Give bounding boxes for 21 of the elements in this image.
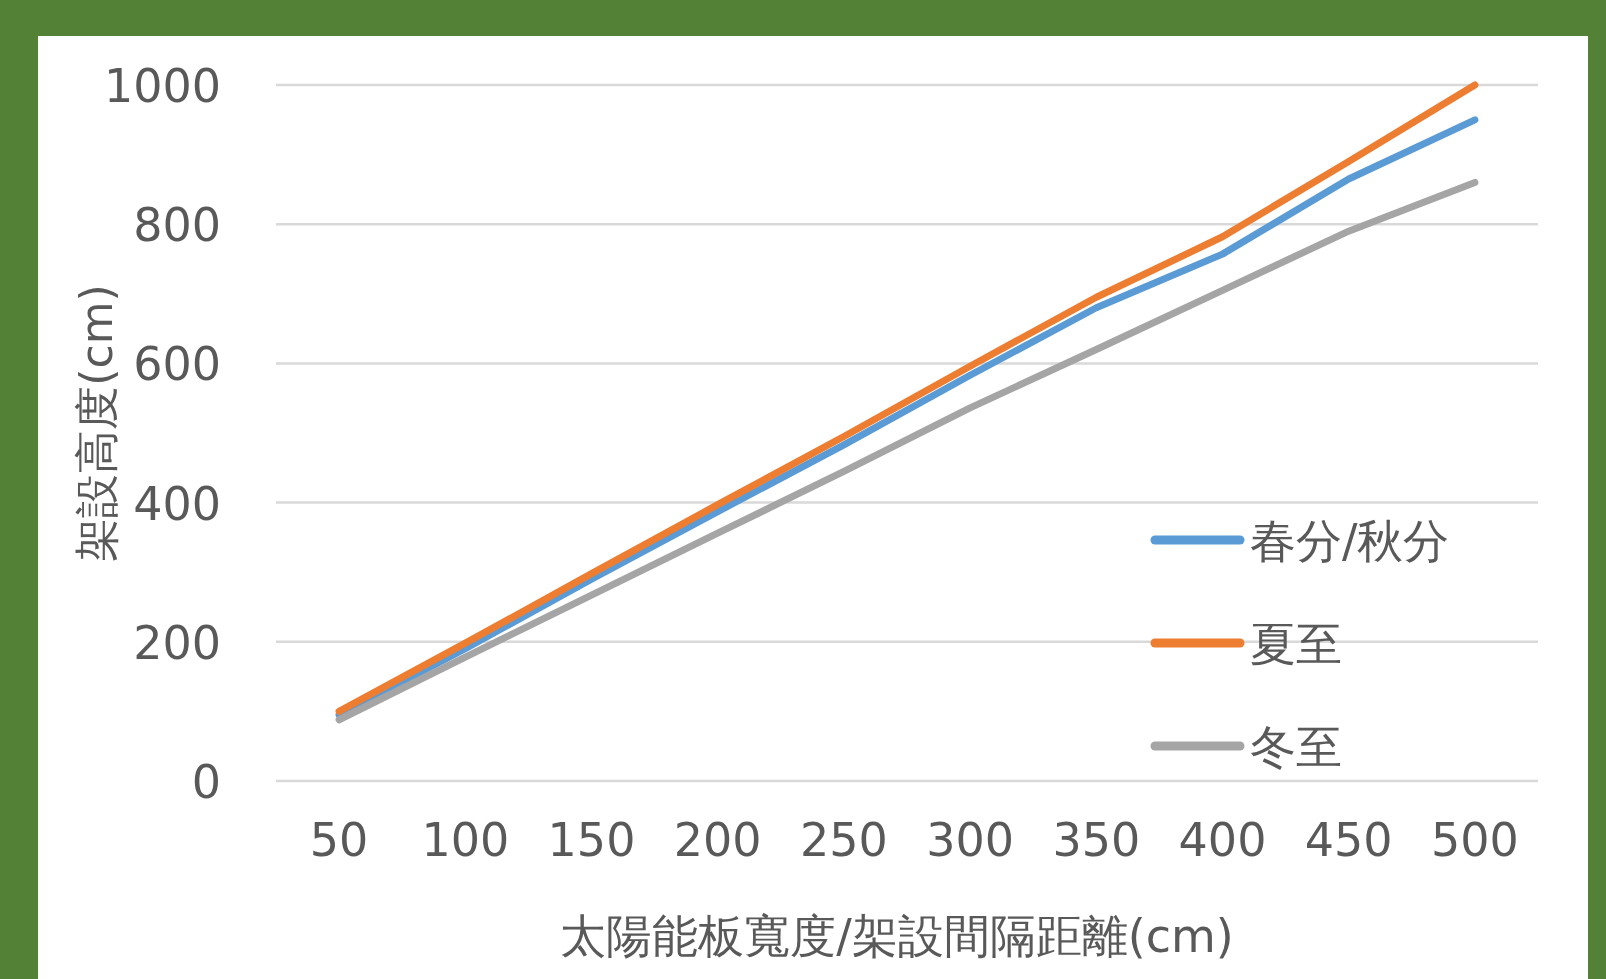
y-tick-label: 800 xyxy=(133,198,221,253)
y-tick-label: 400 xyxy=(133,476,221,531)
y-tick-label: 1000 xyxy=(103,59,221,113)
x-tick-label: 450 xyxy=(1304,813,1393,867)
x-tick-label: 200 xyxy=(673,813,762,867)
y-axis-title: 架設高度(cm) xyxy=(71,284,122,562)
legend-label: 春分/秋分 xyxy=(1250,514,1450,568)
x-tick-label: 50 xyxy=(309,813,369,867)
legend-label: 夏至 xyxy=(1250,617,1342,671)
x-tick-label: 100 xyxy=(421,813,510,867)
x-axis-title: 太陽能板寬度/架設間隔距離(cm) xyxy=(560,909,1234,963)
y-tick-label: 0 xyxy=(191,755,221,809)
legend-label: 冬至 xyxy=(1250,720,1342,774)
x-tick-label: 300 xyxy=(926,813,1015,867)
y-tick-label: 600 xyxy=(133,337,221,392)
x-tick-label: 150 xyxy=(547,813,636,867)
y-tick-label: 200 xyxy=(133,615,221,670)
x-tick-label: 350 xyxy=(1052,813,1141,867)
x-tick-label: 500 xyxy=(1430,813,1519,867)
x-tick-label: 400 xyxy=(1178,813,1267,867)
x-tick-label: 250 xyxy=(799,813,888,867)
